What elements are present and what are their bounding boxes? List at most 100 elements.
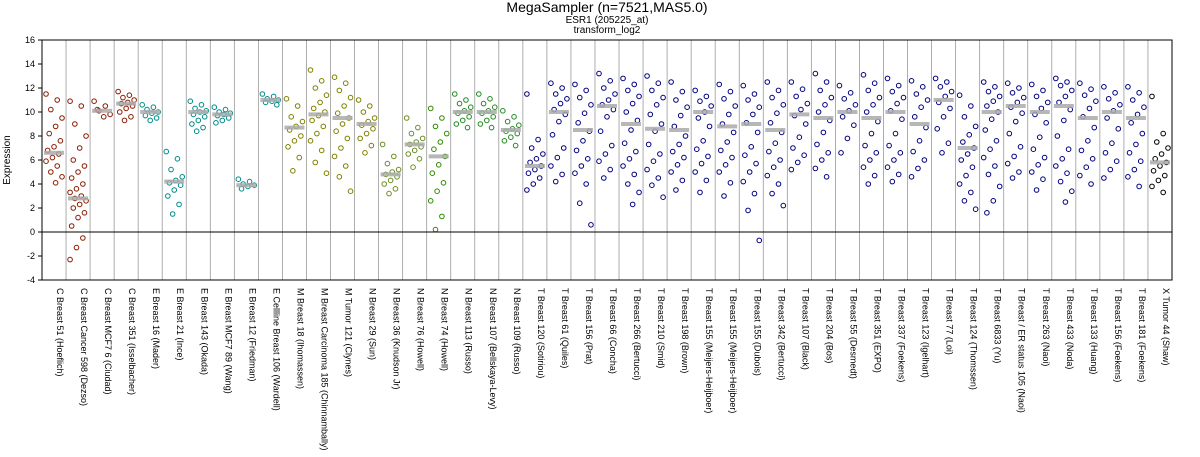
chart-subtitle: ESR1 (205225_at) [566,15,649,26]
data-point [897,150,904,156]
data-point [886,142,892,149]
x-tick-label: C Breast 351 (Isselbacher) [127,288,137,395]
data-point [381,181,388,187]
data-point [754,129,761,136]
data-point [1009,175,1016,181]
data-point [924,97,931,103]
data-point [504,118,511,125]
data-point [633,148,639,155]
data-point [871,80,878,86]
data-point [1105,96,1112,102]
data-point [988,116,995,122]
x-tick-label: N Breast 109 (Russo) [512,288,522,375]
data-point [384,160,391,167]
median-bar [621,122,642,126]
data-point [1117,102,1123,108]
x-tick-label: C Breast 51 (Hoeflich) [55,288,65,377]
data-point [1044,99,1051,106]
data-point [116,109,123,115]
data-point [692,169,698,175]
data-point [693,146,700,152]
data-point [647,111,654,118]
plot-frame [41,39,1173,281]
data-point [290,168,296,174]
chart-subtitle: transform_log2 [574,25,641,36]
data-point [961,114,968,120]
data-point [802,121,809,127]
data-point [73,244,80,251]
data-point [576,94,583,101]
data-point [572,81,578,88]
data-point [431,146,437,152]
median-bar [933,98,954,102]
data-point [1064,170,1070,176]
data-point [1093,98,1099,104]
data-point [1012,118,1019,125]
x-tick-label: T Breast 342 (Bertucci) [776,288,786,380]
data-point [884,164,891,170]
x-tick-label: E Breast 143 (Okada) [199,288,209,375]
median-bar [260,98,281,102]
data-point [814,141,820,148]
data-point [1053,163,1059,169]
data-point [844,135,851,142]
data-point [900,94,907,101]
data-point [934,126,940,132]
data-point [932,75,939,82]
data-point [972,123,979,130]
data-point [312,159,319,166]
data-point [80,235,86,241]
data-point [1089,156,1096,162]
median-bar [188,110,209,114]
data-point [1065,146,1072,152]
data-point [649,87,655,94]
data-point [812,70,819,77]
data-point [668,169,674,175]
data-point [516,122,522,128]
data-point [1160,189,1166,196]
data-point [434,188,440,194]
data-point [703,177,710,184]
data-point [193,128,200,134]
data-point [956,92,963,98]
data-point [911,114,918,120]
data-point [464,124,471,131]
data-point [333,128,339,134]
y-tick-label: 8 [30,131,35,141]
data-point [727,180,734,186]
data-point [1062,93,1069,100]
data-point [419,135,426,142]
data-point [283,96,290,102]
data-point [363,130,370,137]
data-point [1078,147,1085,154]
data-point [788,166,795,173]
data-point [1139,130,1146,137]
data-point [915,165,921,172]
data-point [966,132,973,138]
data-point [750,111,756,118]
data-point [1155,177,1162,184]
y-tick-label: -4 [27,275,35,285]
y-tick-label: 10 [25,107,35,117]
data-point [314,130,320,137]
data-point [76,201,83,208]
x-tick-label: C Breast MCF7 6 (Ciudad) [103,288,113,395]
data-point [865,181,872,187]
data-point [982,127,989,133]
data-point [347,188,354,194]
data-point [746,169,753,175]
data-point [676,141,682,148]
data-point [961,198,968,204]
data-point [1020,94,1027,101]
data-point [972,206,979,212]
data-point [1059,156,1066,162]
data-point [123,105,129,112]
data-point [1091,124,1098,131]
data-point [338,145,344,151]
data-point [557,100,564,107]
data-point [320,123,327,130]
data-point [1101,84,1107,90]
data-point [187,98,194,104]
data-point [865,87,872,94]
data-point [559,171,565,178]
